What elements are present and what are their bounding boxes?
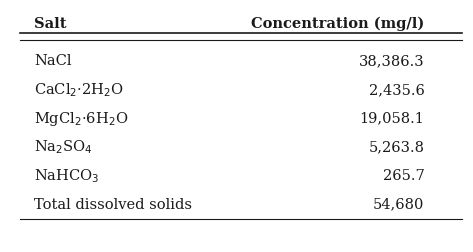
Text: 5,263.8: 5,263.8 — [368, 140, 425, 154]
Text: 38,386.3: 38,386.3 — [359, 54, 425, 68]
Text: Na$_2$SO$_4$: Na$_2$SO$_4$ — [35, 138, 93, 156]
Text: 265.7: 265.7 — [383, 169, 425, 183]
Text: NaHCO$_3$: NaHCO$_3$ — [35, 167, 99, 185]
Text: 54,680: 54,680 — [373, 198, 425, 211]
Text: 19,058.1: 19,058.1 — [359, 112, 425, 125]
Text: MgCl$_2$·6H$_2$O: MgCl$_2$·6H$_2$O — [35, 110, 129, 128]
Text: CaCl$_2$·2H$_2$O: CaCl$_2$·2H$_2$O — [35, 81, 124, 99]
Text: Concentration (mg/l): Concentration (mg/l) — [251, 17, 425, 31]
Text: NaCl: NaCl — [35, 54, 72, 68]
Text: Total dissolved solids: Total dissolved solids — [35, 198, 193, 211]
Text: Salt: Salt — [35, 17, 67, 31]
Text: 2,435.6: 2,435.6 — [369, 83, 425, 97]
